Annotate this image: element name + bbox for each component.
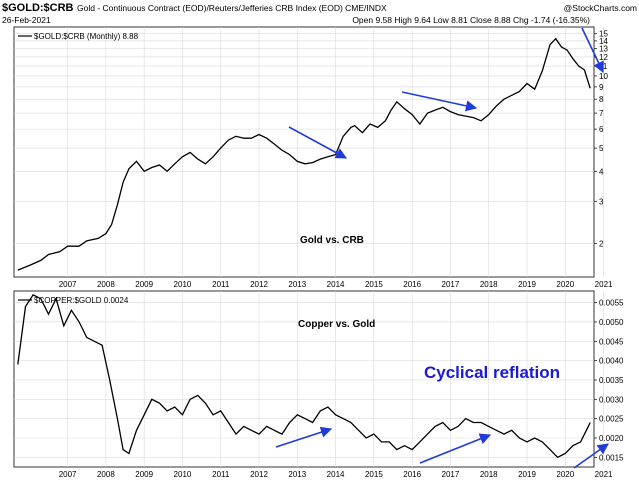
copper-gold-annotation: Copper vs. Gold xyxy=(298,319,375,330)
gold-crb-y-tick-label: 5 xyxy=(599,144,604,153)
gold-crb-y-tick-label: 10 xyxy=(599,72,608,81)
gold-crb-y-tick-label: 2 xyxy=(599,240,604,249)
copper-gold-y-tick-label: 0.0020 xyxy=(599,434,624,443)
gold-crb-y-tick-label: 12 xyxy=(599,53,608,62)
arrow-down-icon xyxy=(401,91,478,112)
copper-gold-y-tick-label: 0.0025 xyxy=(599,415,624,424)
copper-gold-x-tick-label: 2011 xyxy=(212,470,230,479)
gold-crb-y-tick-label: 4 xyxy=(599,167,604,176)
gold-crb-annotation: Gold vs. CRB xyxy=(300,235,364,246)
copper-gold-x-tick-label: 2009 xyxy=(135,470,153,479)
copper-gold-x-tick-label: 2017 xyxy=(442,470,460,479)
copper-gold-y-tick-label: 0.0055 xyxy=(599,299,624,308)
gold-crb-x-tick-label: 2017 xyxy=(442,280,460,289)
copper-gold-y-tick-label: 0.0015 xyxy=(599,453,624,462)
arrow-up-icon xyxy=(275,426,333,448)
copper-gold-y-tick-label: 0.0050 xyxy=(599,318,624,327)
gold-crb-x-tick-label: 2013 xyxy=(288,280,306,289)
copper-gold-x-tick-label: 2018 xyxy=(480,470,498,479)
copper-gold-x-tick-label: 2007 xyxy=(59,470,77,479)
arrow-down-icon xyxy=(581,27,604,74)
copper-gold-y-tick-label: 0.0035 xyxy=(599,376,624,385)
gold-crb-x-tick-label: 2018 xyxy=(480,280,498,289)
gold-crb-x-tick-label: 2014 xyxy=(327,280,345,289)
copper-gold-legend: $COPPER:$GOLD 0.0024 xyxy=(34,296,129,305)
chart-description: Gold - Continuous Contract (EOD)/Reuters… xyxy=(77,3,387,13)
panel-copper-gold-frame xyxy=(13,290,595,468)
gold-crb-x-tick-label: 2021 xyxy=(595,280,613,289)
brand-label: @StockCharts.com xyxy=(564,3,637,13)
copper-gold-x-tick-label: 2008 xyxy=(97,470,115,479)
copper-gold-x-tick-label: 2020 xyxy=(556,470,574,479)
gold-crb-x-tick-label: 2009 xyxy=(135,280,153,289)
copper-gold-x-tick-label: 2012 xyxy=(250,470,268,479)
copper-gold-x-tick-label: 2021 xyxy=(595,470,613,479)
copper-gold-x-tick-label: 2010 xyxy=(174,470,192,479)
copper-gold-x-tick-label: 2013 xyxy=(288,470,306,479)
gold-crb-y-tick-label: 3 xyxy=(599,197,604,206)
gold-crb-x-tick-label: 2016 xyxy=(403,280,421,289)
gold-crb-x-tick-label: 2010 xyxy=(174,280,192,289)
gold-crb-y-tick-label: 14 xyxy=(599,37,608,46)
cyclical-reflation-callout: Cyclical reflation xyxy=(424,363,560,382)
copper-gold-x-tick-label: 2015 xyxy=(365,470,383,479)
gold-crb-y-tick-label: 13 xyxy=(599,45,608,54)
chart-date: 26-Feb-2021 xyxy=(2,15,51,25)
ohlc-summary: Open 9.58 High 9.64 Low 8.81 Close 8.88 … xyxy=(352,15,590,25)
gold-crb-x-tick-label: 2019 xyxy=(518,280,536,289)
chart-symbol: $GOLD:$CRB xyxy=(2,2,74,14)
gold-crb-y-tick-label: 6 xyxy=(599,125,604,134)
copper-gold-series-line xyxy=(17,294,591,459)
gold-crb-y-tick-label: 8 xyxy=(599,95,604,104)
gold-crb-x-tick-label: 2020 xyxy=(556,280,574,289)
copper-gold-y-tick-label: 0.0045 xyxy=(599,337,624,346)
gold-crb-legend: $GOLD:$CRB (Monthly) 8.88 xyxy=(34,32,139,41)
copper-gold-x-tick-label: 2016 xyxy=(403,470,421,479)
arrow-up-icon xyxy=(419,433,492,464)
gold-crb-x-tick-label: 2007 xyxy=(59,280,77,289)
copper-gold-x-tick-label: 2019 xyxy=(518,470,536,479)
gold-crb-x-tick-label: 2015 xyxy=(365,280,383,289)
arrow-up-icon xyxy=(573,443,609,469)
copper-gold-y-tick-label: 0.0040 xyxy=(599,357,624,366)
gold-crb-x-tick-label: 2012 xyxy=(250,280,268,289)
gold-crb-series-line xyxy=(17,37,591,271)
panel-gold-crb-frame xyxy=(13,26,595,278)
arrow-down-icon xyxy=(288,126,347,159)
gold-crb-y-tick-label: 7 xyxy=(599,109,604,118)
gold-crb-y-tick-label: 15 xyxy=(599,30,608,39)
gold-crb-y-tick-label: 9 xyxy=(599,83,604,92)
gold-crb-x-tick-label: 2011 xyxy=(212,280,230,289)
copper-gold-y-tick-label: 0.0030 xyxy=(599,395,624,404)
panel-copper-gold: 0.0015 0.0020 0.0025 0.0030 0.0035 0.0040 0.00… xyxy=(13,290,624,479)
gold-crb-x-tick-label: 2008 xyxy=(97,280,115,289)
copper-gold-x-tick-label: 2014 xyxy=(327,470,345,479)
